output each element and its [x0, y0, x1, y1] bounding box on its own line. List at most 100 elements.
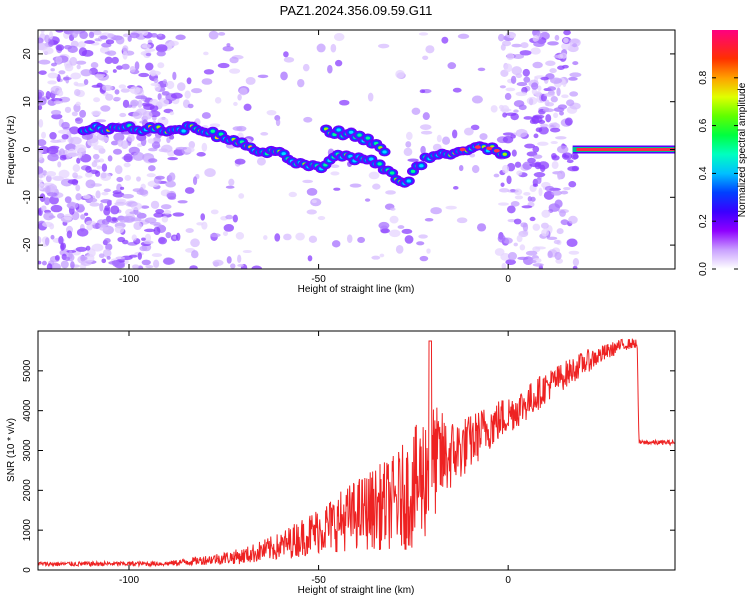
spectrum-noise-blob: [38, 149, 44, 154]
spectrum-noise-blob: [535, 246, 546, 250]
spectrum-noise-blob: [201, 142, 208, 152]
spectrum-noise-blob: [242, 249, 252, 254]
spectrum-noise-blob: [416, 241, 425, 246]
spectrum-noise-blob: [95, 190, 101, 199]
spectrum-noise-blob: [144, 233, 152, 243]
spectrum-noise-blob: [63, 76, 72, 81]
spectrum-noise-blob: [186, 77, 192, 85]
spectrum-noise-blob: [113, 96, 122, 101]
spectrum-noise-blob: [75, 60, 87, 65]
spectrum-noise-blob: [503, 63, 513, 73]
spectrum-noise-blob: [390, 207, 396, 211]
spectrum-noise-blob: [141, 237, 146, 241]
spectrum-noise-blob: [59, 154, 67, 161]
spectrum-noise-blob: [57, 161, 62, 168]
spectrum-noise-blob: [129, 66, 136, 73]
colorbar-tick-label: 0.4: [698, 166, 709, 180]
spectrum-noise-blob: [57, 129, 70, 134]
spectrum-noise-blob: [407, 158, 419, 162]
spectrum-noise-blob: [158, 237, 168, 245]
chart-title: PAZ1.2024.356.09.59.G11: [280, 3, 433, 18]
spectrum-noise-blob: [505, 87, 516, 92]
spectrum-noise-blob: [395, 245, 404, 254]
spectrum-noise-blob: [503, 237, 513, 244]
spectrum-noise-blob: [72, 172, 78, 179]
spectrum-noise-blob: [114, 225, 125, 234]
spectrum-noise-blob: [45, 91, 51, 100]
spectrum-noise-blob: [167, 196, 176, 200]
spectrum-noise-blob: [72, 164, 81, 172]
spectrum-noise-blob: [175, 146, 188, 151]
spectrum-noise-blob: [557, 104, 568, 110]
snr-panel: -100 -50 0 0 1000 2000 3000 4000 5000 Height of …: [6, 330, 676, 596]
spectrum-noise-blob: [506, 175, 512, 185]
spectrum-noise-blob: [260, 132, 269, 136]
spectrum-noise-blob: [536, 176, 542, 185]
spectrum-noise-blob: [43, 184, 56, 194]
spectrum-noise-blob: [144, 48, 156, 52]
spectrum-noise-blob: [88, 31, 95, 39]
spectrum-noise-blob: [218, 31, 226, 36]
spectrum-noise-blob: [60, 260, 69, 269]
spectrum-noise-blob: [532, 114, 545, 119]
spectrum-noise-blob: [150, 32, 158, 38]
spectrum-noise-blob: [499, 85, 506, 89]
spectrum-noise-blob: [75, 184, 81, 192]
spectrum-noise-blob: [302, 63, 310, 72]
spectrum-noise-blob: [130, 99, 139, 107]
spectrum-noise-blob: [50, 68, 55, 72]
spectrum-noise-blob: [210, 209, 219, 215]
spectrum-noise-blob: [303, 116, 313, 123]
colorbar-label: Normalized spectral amplitude: [737, 82, 748, 217]
spectrum-noise-blob: [85, 253, 95, 263]
spectrum-noise-blob: [389, 215, 399, 224]
spectrum-noise-blob: [101, 163, 108, 172]
spectrum-noise-blob: [70, 72, 82, 80]
spectrum-noise-blob: [327, 64, 333, 74]
spectrum-noise-blob: [551, 155, 560, 161]
spectrum-noise-blob: [232, 214, 238, 223]
spectrum-noise-blob: [456, 217, 468, 224]
spectrum-noise-blob: [177, 82, 186, 91]
y-tick-label: -20: [22, 237, 33, 252]
y-tick-label: 10: [22, 96, 33, 108]
spectrum-noise-blob: [125, 200, 138, 207]
spectrum-noise-blob: [177, 200, 188, 204]
spectrum-noise-blob: [420, 130, 433, 135]
spectrum-noise-blob: [106, 50, 117, 56]
spectrum-noise-blob: [77, 41, 86, 49]
spectrum-noise-blob: [572, 265, 578, 269]
spectrum-noise-blob: [58, 235, 64, 245]
spectrum-noise-blob: [170, 92, 183, 99]
spectrum-noise-blob: [510, 75, 517, 84]
spectrum-noise-blob: [498, 188, 510, 193]
spectrum-noise-blob: [74, 144, 87, 153]
spectrum-noise-blob: [175, 232, 181, 242]
spectrum-noise-blob: [230, 263, 236, 269]
ridge-hotspot: [493, 148, 500, 153]
spectrum-noise-blob: [40, 30, 45, 33]
spectrum-noise-blob: [405, 141, 412, 148]
spectrum-noise-blob: [96, 82, 103, 88]
spectrum-noise-blob: [133, 221, 142, 231]
spectrum-noise-blob: [529, 118, 536, 124]
spectrum-noise-blob: [85, 171, 93, 178]
spectrum-noise-blob: [471, 95, 483, 104]
spectrum-noise-blob: [38, 37, 44, 44]
spectrum-noise-blob: [377, 43, 390, 49]
spectrum-noise-blob: [54, 255, 60, 261]
spectrum-noise-blob: [532, 145, 540, 153]
spectrum-noise-blob: [245, 76, 256, 85]
spectrum-noise-blob: [85, 179, 96, 189]
spectrum-noise-blob: [53, 100, 61, 105]
spectrum-noise-blob: [501, 262, 507, 269]
spectrum-noise-blob: [132, 264, 140, 269]
spectrum-noise-blob: [49, 131, 57, 140]
spectrum-noise-blob: [499, 108, 512, 112]
spectrum-noise-blob: [124, 174, 132, 181]
spectrum-noise-blob: [38, 70, 47, 75]
spectrum-noise-blob: [525, 250, 538, 256]
spectrum-noise-blob: [306, 209, 317, 215]
spectrum-noise-blob: [544, 92, 555, 97]
